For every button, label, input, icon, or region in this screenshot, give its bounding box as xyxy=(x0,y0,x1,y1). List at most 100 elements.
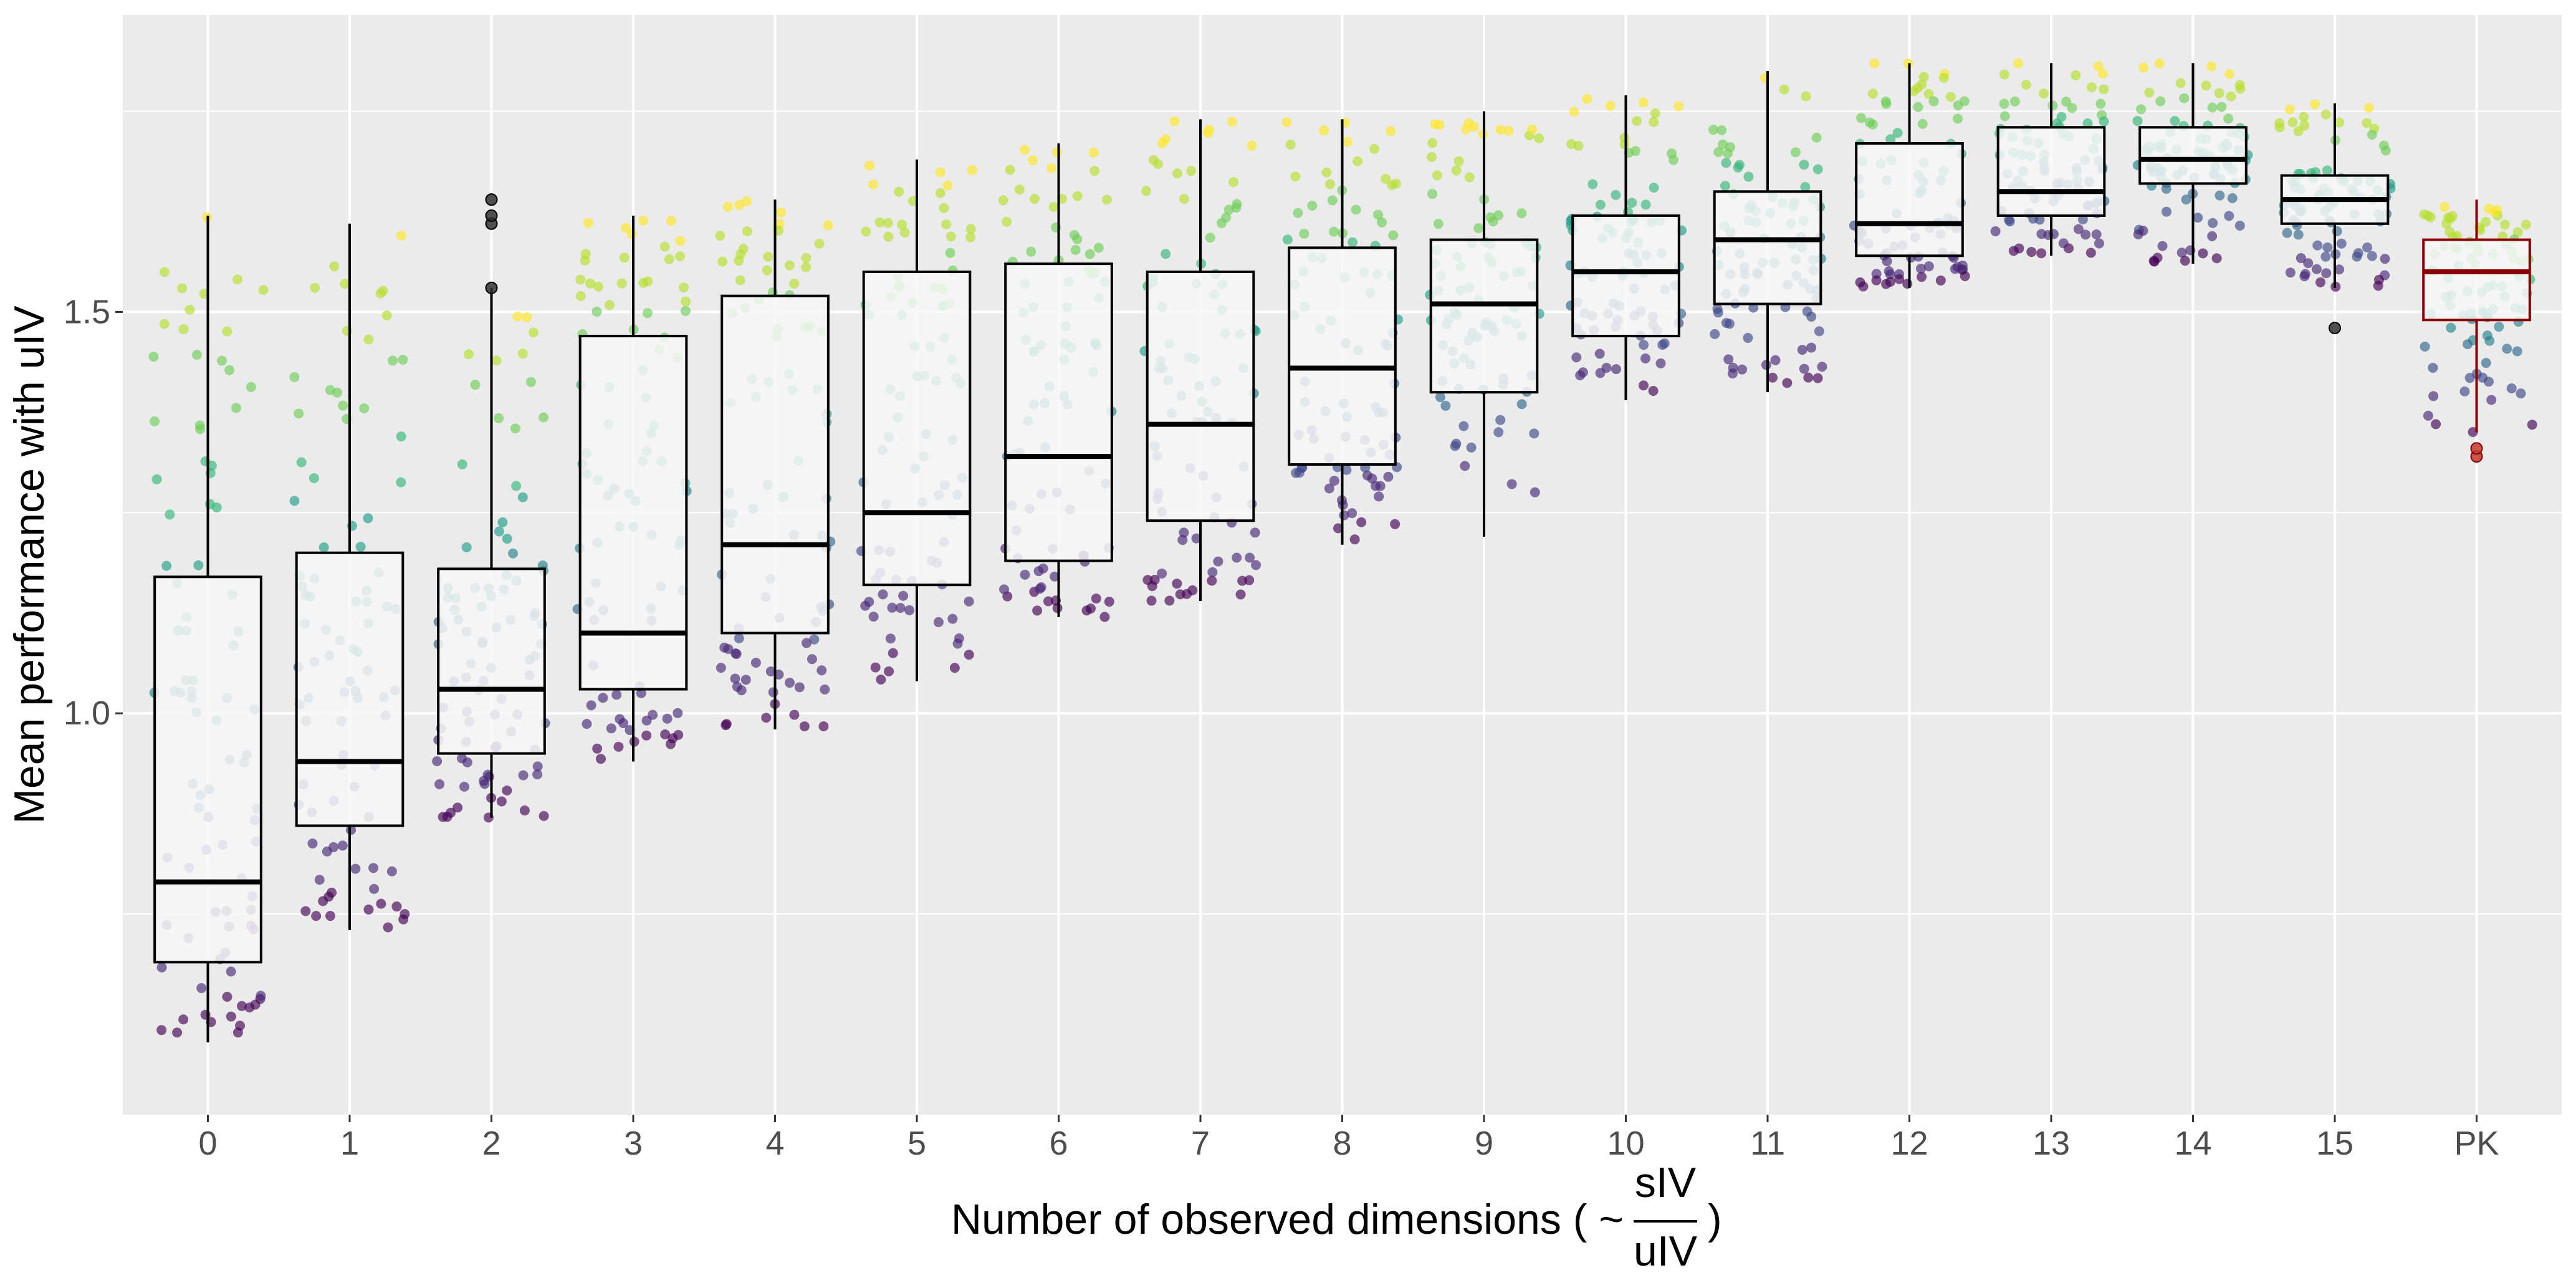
data-point xyxy=(2058,238,2069,249)
box-14 xyxy=(2138,63,2248,264)
data-point xyxy=(1990,226,2001,236)
data-point xyxy=(666,216,676,226)
data-point xyxy=(496,796,507,807)
data-point xyxy=(742,226,752,236)
data-point xyxy=(659,241,670,252)
data-point xyxy=(1432,170,1442,181)
data-point xyxy=(1566,138,1577,149)
data-point xyxy=(2061,96,2071,107)
data-point xyxy=(2193,213,2203,223)
data-point xyxy=(386,866,397,877)
data-point xyxy=(1516,208,1527,219)
data-point xyxy=(511,481,522,491)
data-point xyxy=(1632,116,1642,127)
data-point xyxy=(151,474,162,484)
data-point xyxy=(2321,268,2332,279)
data-point xyxy=(641,730,652,741)
data-point xyxy=(621,223,631,233)
data-point xyxy=(2428,391,2439,401)
data-point xyxy=(1869,58,1880,69)
data-point xyxy=(502,534,512,544)
data-point xyxy=(222,326,232,337)
data-point xyxy=(2067,103,2077,113)
data-point xyxy=(1913,102,1923,112)
data-point xyxy=(1172,579,1182,589)
data-point xyxy=(193,560,204,570)
data-point xyxy=(722,201,733,212)
data-point xyxy=(2175,78,2186,89)
data-point xyxy=(459,781,470,792)
data-point xyxy=(885,633,896,644)
data-point xyxy=(1884,266,1894,276)
data-point xyxy=(1918,72,1929,82)
data-point xyxy=(750,657,761,668)
data-point xyxy=(2481,358,2491,368)
data-point xyxy=(1231,203,1242,213)
data-point xyxy=(717,256,728,267)
data-point xyxy=(1800,181,1811,192)
data-point xyxy=(2445,213,2456,224)
data-point xyxy=(1720,181,1730,191)
data-point xyxy=(204,499,215,509)
data-point xyxy=(2080,229,2091,240)
data-point xyxy=(2170,116,2180,127)
data-point xyxy=(592,743,603,754)
data-point xyxy=(376,898,386,909)
data-point xyxy=(2352,251,2362,262)
data-point xyxy=(1728,362,1738,373)
data-point xyxy=(296,457,307,468)
data-point xyxy=(2207,102,2218,113)
data-point xyxy=(2512,227,2523,238)
data-point xyxy=(1244,552,1255,563)
data-point xyxy=(1342,137,1353,147)
x-tick-label: 10 xyxy=(1607,1125,1644,1162)
data-point xyxy=(1575,370,1586,380)
data-point xyxy=(1164,595,1175,606)
data-point xyxy=(1935,275,1946,286)
data-point xyxy=(801,638,812,648)
data-point xyxy=(1020,145,1030,155)
data-point xyxy=(1463,118,1474,128)
data-point xyxy=(156,1025,167,1036)
data-point xyxy=(256,991,266,1001)
box-11 xyxy=(1713,71,1822,393)
data-point xyxy=(1495,415,1506,425)
data-point xyxy=(2179,93,2190,103)
data-point xyxy=(785,678,795,688)
data-point xyxy=(1369,143,1380,154)
x-tick-label: 4 xyxy=(765,1125,784,1162)
data-point xyxy=(1032,605,1043,616)
data-point xyxy=(1235,589,1246,600)
x-tick-label: 14 xyxy=(2174,1125,2211,1162)
data-point xyxy=(1325,179,1336,190)
data-point xyxy=(1495,125,1506,135)
data-point xyxy=(329,261,340,272)
data-point xyxy=(2423,410,2433,421)
data-point xyxy=(156,962,167,973)
data-point xyxy=(309,473,319,483)
data-point xyxy=(2087,82,2097,92)
data-point xyxy=(2224,69,2234,79)
data-point xyxy=(1440,400,1451,411)
data-point xyxy=(2310,99,2320,110)
box-13 xyxy=(1996,63,2106,256)
data-point xyxy=(734,633,744,643)
data-point xyxy=(1043,596,1053,607)
data-point xyxy=(1957,260,1968,271)
data-point xyxy=(585,278,596,289)
data-point xyxy=(1348,237,1358,248)
data-point xyxy=(878,589,888,600)
box-2 xyxy=(437,193,546,818)
data-point xyxy=(1427,189,1437,199)
box-0 xyxy=(153,215,262,1043)
data-point xyxy=(732,681,742,692)
data-point xyxy=(307,839,318,849)
data-point xyxy=(363,513,373,524)
data-point xyxy=(673,708,683,718)
data-point xyxy=(1157,568,1167,579)
data-point xyxy=(2224,211,2234,221)
data-point xyxy=(1460,461,1470,471)
data-point xyxy=(605,300,615,310)
data-point xyxy=(258,285,269,296)
data-point xyxy=(1733,162,1743,173)
